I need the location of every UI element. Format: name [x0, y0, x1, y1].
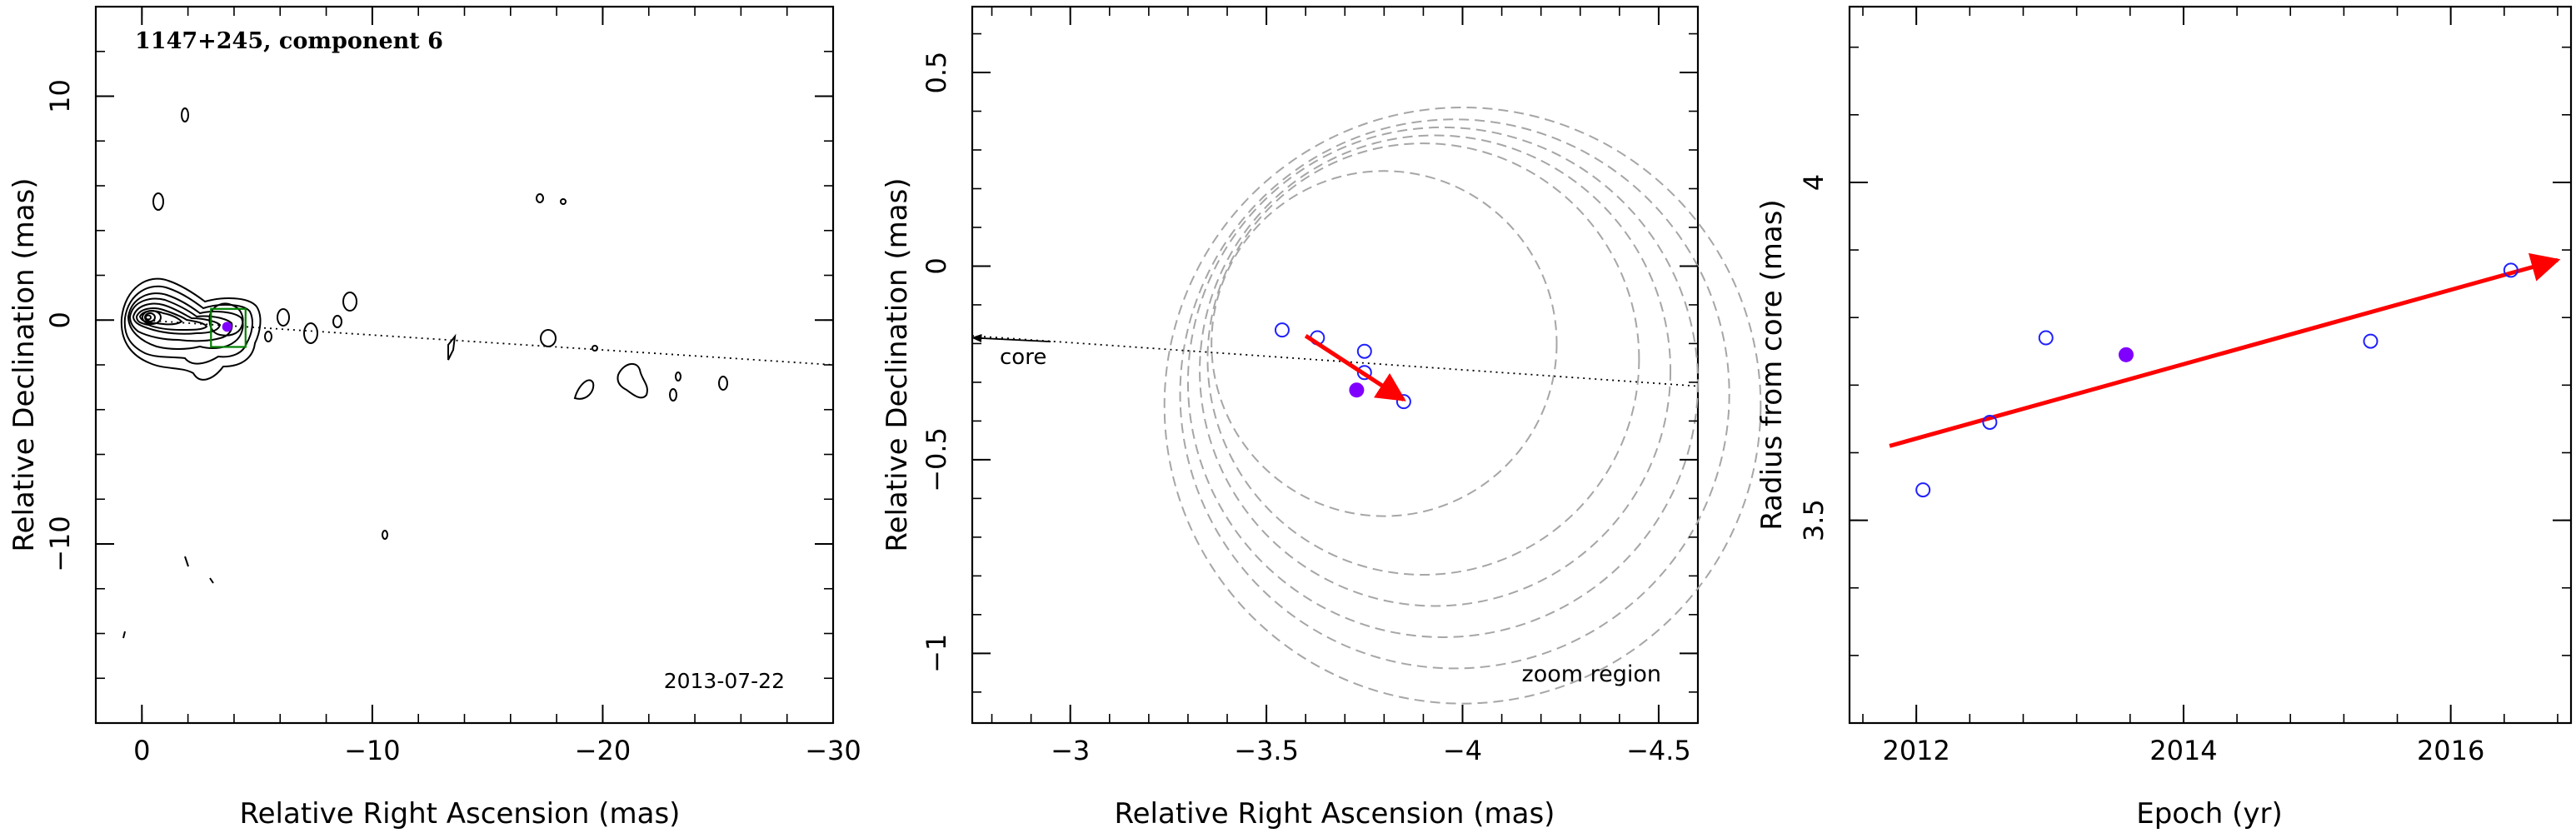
- p2-frame: [971, 5, 1700, 725]
- p2-beam-circle: [1211, 170, 1558, 517]
- p2-ytick-label: −0.5: [921, 427, 952, 492]
- p3-x-axis-label: Epoch (yr): [2136, 797, 2283, 831]
- p2-xtick-label: −3: [1051, 735, 1090, 766]
- p2-zoom-region-label: zoom region: [1522, 661, 1661, 687]
- p1-contour-knot: [208, 302, 244, 337]
- p2-open-point: [1356, 365, 1372, 381]
- p1-blob-2: [303, 322, 318, 344]
- p1-blob-21: [122, 631, 126, 639]
- p3-xtick-label: 2014: [2149, 735, 2217, 766]
- panel-radius-epoch: 2012 2014 2016 3.5 4 Epoch (yr) Radius from …: [1755, 5, 2573, 831]
- p1-blob-16: [536, 193, 544, 203]
- p2-xtick-label: −3.5: [1234, 735, 1299, 766]
- p1-date-label: 2013-07-22: [664, 669, 785, 693]
- p2-beam-circle: [1199, 134, 1672, 607]
- p2-beam-circle: [1179, 118, 1730, 670]
- p3-open-point: [2503, 262, 2519, 278]
- p1-contour-3: [127, 292, 244, 350]
- p3-ytick-label: 4: [1798, 174, 1830, 191]
- p1-blob-19: [184, 556, 189, 567]
- p2-filled-point: [1349, 382, 1365, 398]
- p2-core-label: core: [1000, 345, 1046, 370]
- p3-open-point: [2038, 330, 2054, 346]
- p2-core-arrow: [971, 333, 1051, 343]
- p1-contour-6: [135, 307, 208, 332]
- p1-xtick-label: −20: [575, 735, 632, 766]
- p2-open-point: [1274, 322, 1290, 338]
- p1-xtick-label: 0: [133, 735, 150, 766]
- p1-blob-5: [264, 331, 272, 342]
- p3-xtick-label: 2012: [1882, 735, 1949, 766]
- p1-blob-11: [669, 388, 677, 402]
- p3-open-point: [2363, 333, 2379, 349]
- p1-x-axis-label: Relative Right Ascension (mas): [240, 797, 681, 831]
- p1-component-marker: [222, 322, 232, 332]
- p2-beam-circle: [1163, 106, 1762, 705]
- p1-contour-8: [142, 310, 162, 325]
- panel-contour-map: 0 −10 −20 −30 −10 0 10 1147+245, component 6 2…: [7, 5, 861, 831]
- p1-zoom-box: [210, 307, 247, 348]
- p1-contour-5: [132, 302, 222, 335]
- p1-ytick-label: 10: [44, 79, 76, 113]
- p1-blob-3: [342, 292, 357, 312]
- p2-beam-circle: [1186, 126, 1700, 638]
- p1-xtick-label: −30: [805, 735, 861, 766]
- p1-contour-4: [128, 297, 233, 342]
- p1-blob-9: [617, 362, 648, 399]
- p2-xtick-label: −4: [1443, 735, 1482, 766]
- p3-y-axis-label: Radius from core (mas): [1755, 199, 1789, 530]
- p3-open-point: [1982, 414, 1998, 430]
- p1-blob-6: [447, 333, 457, 361]
- p1-blob-18: [382, 530, 388, 540]
- p1-blob-17: [560, 198, 567, 205]
- p2-ytick-label: 0: [921, 257, 952, 274]
- p1-blob-15: [181, 107, 189, 122]
- p3-ytick-label: 3.5: [1798, 499, 1830, 541]
- p1-blob-1: [277, 308, 290, 327]
- p1-tick-labels: 0 −10 −20 −30 −10 0 10: [44, 79, 861, 766]
- p2-x-axis-label: Relative Right Ascension (mas): [1115, 797, 1555, 831]
- p1-blob-14: [152, 192, 164, 211]
- p2-y-axis-label: Relative Declination (mas): [881, 177, 914, 551]
- p2-ridge-line: [971, 335, 1699, 387]
- p1-blob-12: [675, 372, 681, 382]
- p1-blob-8: [573, 379, 595, 400]
- p1-y-axis-label: Relative Declination (mas): [7, 177, 41, 551]
- p3-frame: [1848, 5, 2573, 725]
- p3-open-point: [1915, 482, 1931, 498]
- p1-xtick-label: −10: [344, 735, 401, 766]
- p1-ticks: [95, 6, 834, 724]
- p2-tick-labels: −3 −3.5 −4 −4.5 −1 −0.5 0 0.5: [921, 52, 1691, 766]
- p2-open-point: [1356, 343, 1372, 359]
- p1-contours: [120, 107, 728, 639]
- p1-contour-10: [145, 314, 152, 321]
- p1-blob-10: [592, 345, 598, 352]
- p3-filled-point: [2118, 347, 2134, 362]
- p1-blob-13: [718, 376, 728, 391]
- p1-blob-7: [540, 329, 557, 347]
- p3-xtick-label: 2016: [2417, 735, 2484, 766]
- p1-blob-20: [209, 577, 214, 584]
- p1-contour-2: [123, 285, 253, 365]
- p1-blob-4: [332, 315, 342, 328]
- p1-ytick-label: −10: [44, 516, 76, 572]
- p3-tick-labels: 2012 2014 2016 3.5 4: [1798, 174, 2484, 766]
- p1-contour-outer: [120, 277, 262, 381]
- p2-ytick-label: 0.5: [921, 52, 952, 94]
- p2-ytick-label: −1: [921, 634, 952, 673]
- p2-ticks: [972, 7, 1698, 723]
- p2-xtick-label: −4.5: [1626, 735, 1691, 766]
- p1-title: 1147+245, component 6: [135, 28, 443, 54]
- panel-zoom-region: −3 −3.5 −4 −4.5−1−0.500.5 core zoom region …: [881, 5, 1762, 831]
- p3-trend-arrow: [1889, 252, 2561, 448]
- p3-points: [1915, 262, 2519, 498]
- p1-ytick-label: 0: [44, 312, 76, 328]
- p1-frame: [94, 5, 835, 725]
- p2-points: [1274, 322, 1411, 410]
- p2-beam-circle: [1206, 142, 1640, 576]
- p2-motion-vector: [1304, 334, 1406, 402]
- p2-beam-circles: [1163, 106, 1762, 705]
- p3-ticks: [1850, 7, 2571, 724]
